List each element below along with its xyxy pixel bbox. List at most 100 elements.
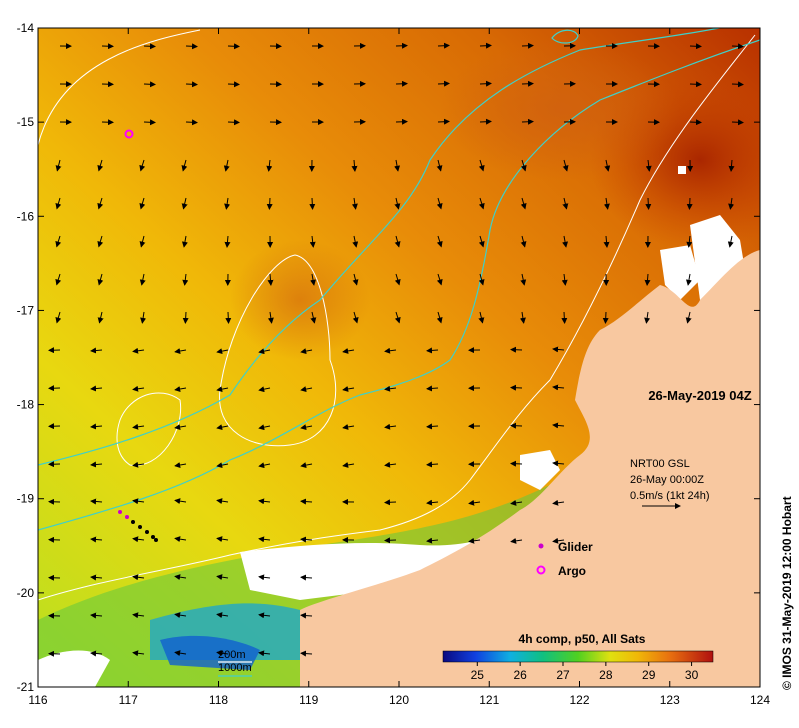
current-vector <box>603 197 610 210</box>
colorbar-tick-label: 30 <box>685 668 699 682</box>
argo-legend-label: Argo <box>558 564 586 578</box>
y-tick-label: -15 <box>17 115 35 129</box>
current-vector <box>224 197 231 210</box>
current-vector <box>223 159 230 172</box>
current-vector <box>352 273 359 286</box>
current-vector <box>352 311 359 324</box>
glider-legend-icon <box>538 543 544 549</box>
x-tick-label: 123 <box>660 693 680 707</box>
current-vector <box>132 461 145 468</box>
current-vector <box>562 197 569 210</box>
current-vector <box>181 197 188 210</box>
current-vector <box>300 424 313 431</box>
current-vector <box>258 348 271 355</box>
y-tick-label: -17 <box>17 303 35 317</box>
current-vector <box>436 159 443 172</box>
current-vector <box>185 119 198 126</box>
current-vector <box>686 197 693 210</box>
x-tick-label: 124 <box>750 693 770 707</box>
current-vector <box>266 197 273 210</box>
current-vector <box>552 499 565 506</box>
current-vector <box>174 498 187 505</box>
x-axis: 116 117 118 119 120 121 122 123 124 <box>28 28 770 707</box>
current-vector <box>55 159 62 172</box>
current-vector <box>216 612 229 619</box>
current-vector <box>90 612 103 619</box>
current-vector <box>143 119 156 126</box>
isobath-200-label: 200m <box>218 649 246 661</box>
current-vector <box>478 159 485 172</box>
argo-float-marker <box>124 129 134 139</box>
current-vector <box>185 81 198 88</box>
current-vector <box>181 159 188 172</box>
current-vector <box>562 159 569 172</box>
current-vector <box>437 80 450 87</box>
current-vector <box>686 235 693 248</box>
current-vector <box>267 311 274 324</box>
current-vector <box>436 311 443 324</box>
current-vector <box>685 273 692 286</box>
current-vector <box>342 424 355 430</box>
current-vector <box>552 384 565 391</box>
current-vector <box>309 197 316 210</box>
x-tick-label: 120 <box>389 693 409 707</box>
current-vector <box>132 650 145 657</box>
current-vector <box>394 311 401 324</box>
current-vector <box>603 235 610 248</box>
current-vector <box>394 159 401 172</box>
current-vector <box>519 311 526 324</box>
current-vector <box>644 273 651 286</box>
current-vector <box>224 235 231 248</box>
current-vector <box>132 536 145 543</box>
current-vector <box>604 159 611 172</box>
current-vector <box>552 460 565 467</box>
credit-text: © IMOS 31-May-2019 12:00 Hobart <box>780 496 794 690</box>
current-vector <box>645 197 652 210</box>
current-vector <box>342 462 355 468</box>
current-vector <box>552 422 565 429</box>
x-tick-label: 119 <box>299 693 318 707</box>
current-vector <box>174 574 187 581</box>
map-timestamp: 26-May-2019 04Z <box>648 388 751 403</box>
current-vector <box>216 348 229 355</box>
current-vector <box>300 386 313 393</box>
current-vector <box>216 462 229 469</box>
current-vector <box>182 273 189 286</box>
current-vector <box>216 574 229 581</box>
current-vector <box>436 273 443 286</box>
current-vector <box>644 311 651 324</box>
y-tick-label: -16 <box>17 209 35 223</box>
current-vector <box>90 347 103 354</box>
current-vector <box>310 273 317 286</box>
current-vectors <box>48 42 744 657</box>
current-vector <box>55 311 62 324</box>
current-vector <box>97 197 104 210</box>
x-tick-label: 116 <box>28 693 47 707</box>
colorbar-tick-label: 27 <box>556 668 570 682</box>
current-vector <box>216 424 229 431</box>
current-vector <box>384 347 397 354</box>
current-vector <box>300 650 313 657</box>
current-vector <box>90 650 103 657</box>
current-vector <box>426 499 439 506</box>
y-tick-label: -20 <box>17 586 35 600</box>
current-vector <box>685 311 692 324</box>
x-tick-label: 118 <box>209 693 228 707</box>
current-vector <box>174 424 187 430</box>
current-vector <box>182 311 189 324</box>
current-scale: 0.5m/s (1kt 24h) <box>630 490 709 502</box>
colorbar-tick-label: 28 <box>599 668 613 682</box>
y-tick-label: -21 <box>17 680 35 694</box>
colorbar-ticks: 25 26 27 28 29 30 <box>471 662 699 682</box>
current-vector <box>300 348 313 355</box>
current-vector <box>384 499 397 506</box>
current-vector <box>731 43 744 50</box>
current-vector <box>520 273 527 286</box>
x-tick-label: 122 <box>569 693 589 707</box>
current-vector <box>132 423 145 430</box>
current-vector <box>426 537 439 544</box>
current-vector <box>174 612 187 619</box>
current-vector <box>479 42 492 49</box>
current-vector <box>552 346 565 353</box>
isobath-1000-label: 1000m <box>218 662 252 674</box>
